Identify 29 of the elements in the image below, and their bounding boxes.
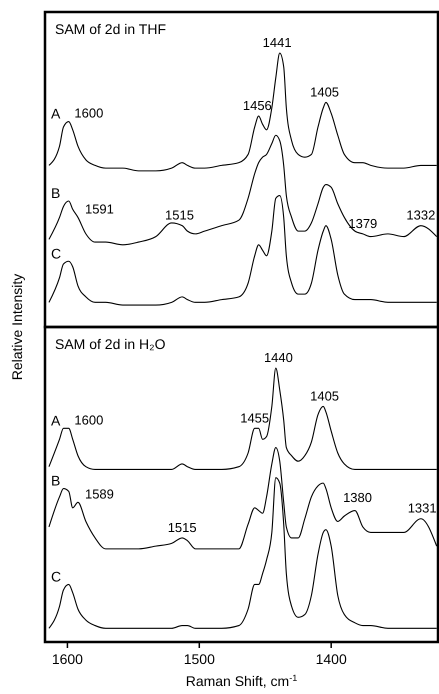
annotation: 1379	[348, 216, 378, 231]
x-tick-label: 1600	[52, 651, 84, 667]
annotation: 1600	[74, 412, 104, 428]
x-axis-title: Raman Shift, cm$^{-1}$	[186, 673, 298, 689]
annotation: 1332	[406, 208, 436, 223]
annotation: 1440	[264, 350, 293, 366]
series-label: B	[50, 185, 60, 201]
annotation: 1591	[84, 201, 114, 216]
annotation: 1380	[343, 490, 372, 505]
annotation: 1515	[168, 520, 197, 535]
annotation: 1600	[74, 106, 104, 121]
chart-title: SAM of 2d in THF	[55, 21, 166, 37]
annotation: 1589	[84, 486, 114, 502]
annotation: 1441	[262, 35, 292, 50]
x-tick-label: 1500	[184, 651, 216, 667]
chart-title: SAM of 2d in H₂O	[55, 336, 166, 352]
series-label: A	[50, 412, 61, 428]
annotation: 1405	[310, 388, 340, 404]
x-tick-label: 1400	[316, 651, 347, 667]
series-label: C	[50, 568, 62, 584]
series-label: B	[50, 472, 60, 489]
y-axis-title: Relative Intensity	[9, 274, 25, 380]
series-label: C	[50, 245, 62, 262]
annotation: 1455	[240, 410, 270, 426]
annotation: 1331	[408, 500, 437, 516]
annotation: 1456	[242, 98, 272, 114]
annotation: 1405	[310, 84, 340, 100]
annotation: 1515	[165, 208, 194, 223]
series-label: A	[50, 106, 61, 122]
